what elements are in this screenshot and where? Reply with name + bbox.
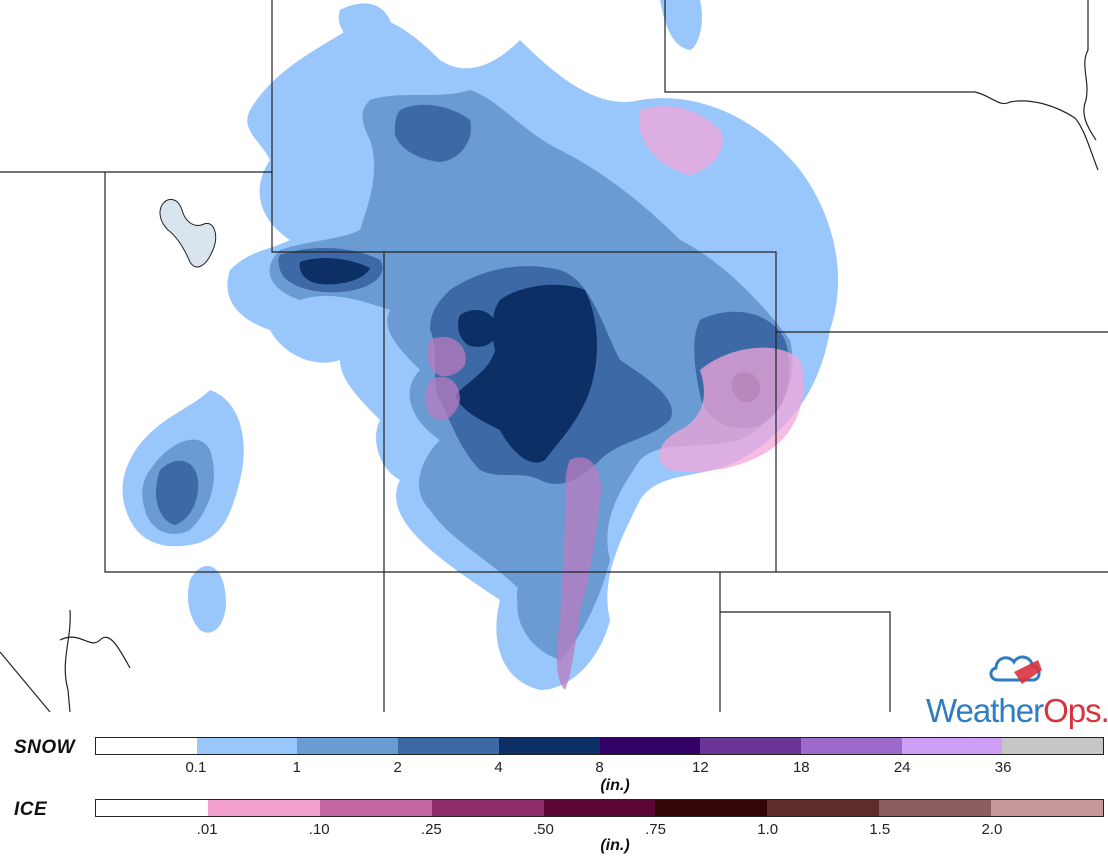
- logo-text-dot: .: [1101, 692, 1108, 729]
- snow-legend-swatch: [498, 738, 600, 754]
- ice-legend-swatch: [96, 800, 208, 816]
- snow-legend-swatch: [800, 738, 902, 754]
- ice-tick-label: .01: [196, 821, 218, 838]
- ice-tick-label: .75: [645, 821, 666, 838]
- ice-legend-title: ICE: [14, 799, 48, 820]
- snow-legend-swatch: [398, 738, 499, 754]
- snow-tick-label: 8: [595, 759, 604, 776]
- map-canvas: [0, 0, 1108, 712]
- weatherops-wordmark: WeatherOps.: [926, 692, 1108, 730]
- state-boundaries: [0, 0, 1108, 712]
- snow-legend-swatch: [297, 738, 399, 754]
- weather-map: [0, 0, 1108, 712]
- snow-tick-label: 24: [893, 759, 911, 776]
- ice-tick-label: 2.0: [981, 821, 1003, 838]
- snow-tick-label: 18: [792, 759, 810, 776]
- ice-legend-swatch: [431, 800, 544, 816]
- weatherops-logo: WeatherOps.: [926, 650, 1108, 734]
- cloud-logo-icon: [989, 655, 1042, 684]
- snow-tick-label: 12: [692, 759, 709, 776]
- logo-text-weather: Weather: [926, 692, 1044, 729]
- ice-legend-swatch: [319, 800, 432, 816]
- ice-legend-swatch: [655, 800, 768, 816]
- snow-legend-swatch: [599, 738, 701, 754]
- snow-legend-title: SNOW: [14, 737, 76, 758]
- snow-tick-label: 4: [494, 759, 503, 776]
- logo-text-ops: Ops: [1043, 692, 1102, 729]
- ice-legend-swatch: [991, 800, 1104, 816]
- snow-tick-label: 2: [393, 759, 402, 776]
- snow-color-bar: [95, 737, 1104, 755]
- ice-tick-label: .10: [308, 821, 330, 838]
- snow-legend-swatch: [196, 738, 298, 754]
- ice-legend-swatch: [879, 800, 992, 816]
- ice-tick-label: .50: [533, 821, 554, 838]
- snow-tick-label: 0.1: [185, 759, 207, 776]
- snow-legend-swatch: [96, 738, 197, 754]
- ice-accumulation-layer: [425, 106, 804, 690]
- snow-legend-swatch: [901, 738, 1003, 754]
- ice-tick-label: 1.5: [869, 821, 891, 838]
- snow-tick-label: 1: [292, 759, 301, 776]
- great-salt-lake: [159, 198, 217, 268]
- snow-unit-label: (in.): [600, 777, 630, 794]
- ice-legend-swatch: [767, 800, 880, 816]
- ice-legend-swatch: [207, 800, 320, 816]
- ice-color-bar: [95, 799, 1104, 817]
- ice-legend-swatch: [543, 800, 656, 816]
- ice-unit-label: (in.): [600, 837, 630, 854]
- ice-tick-label: .25: [420, 821, 442, 838]
- snow-tick-label: 36: [994, 759, 1012, 776]
- snow-legend-swatch: [1002, 738, 1104, 754]
- snow-legend-swatch: [700, 738, 801, 754]
- ice-tick-label: 1.0: [757, 821, 779, 838]
